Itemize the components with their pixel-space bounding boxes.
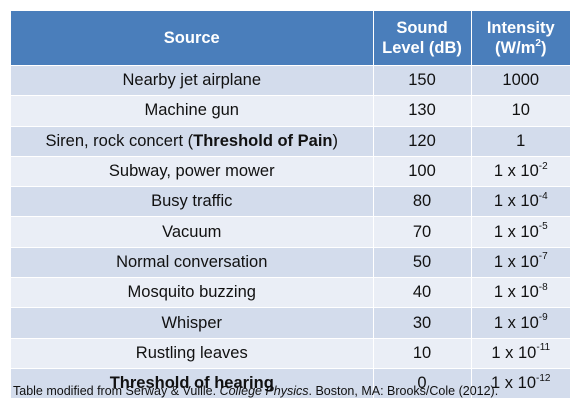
cell-source: Normal conversation <box>11 246 374 278</box>
table-row: Nearby jet airplane 150 1000 <box>11 64 570 96</box>
header-intensity-unit: (W/m2) <box>495 37 547 57</box>
cell-level: 40 <box>373 277 472 308</box>
cell-source: Machine gun <box>11 95 374 127</box>
cell-intensity: 1 x 10-12 <box>471 367 570 399</box>
cell-intensity: 10 <box>471 95 570 127</box>
cell-source: Nearby jet airplane <box>11 64 374 96</box>
cell-intensity: 1 x 10-11 <box>471 337 570 369</box>
cell-level: 80 <box>373 186 472 217</box>
cell-level: 130 <box>373 95 472 127</box>
sound-intensity-table: Source Sound Level (dB) Intensity (W/m2)… <box>11 11 570 399</box>
header-sound-level-line1: Sound <box>396 19 448 37</box>
table-row: Mosquito buzzing 40 1 x 10-8 <box>11 277 570 308</box>
cell-level: 0 <box>373 367 472 399</box>
cell-level: 100 <box>373 155 472 187</box>
cell-source: Rustling leaves <box>11 337 374 369</box>
cell-intensity: 1 x 10-2 <box>471 155 570 187</box>
table-row: Threshold of hearing 0 1 x 10-12 <box>11 367 570 399</box>
cell-source: Busy traffic <box>11 186 374 217</box>
cell-level: 70 <box>373 216 472 248</box>
header-sound-level-line2: Level (dB) <box>382 39 462 57</box>
cell-intensity: 1 x 10-5 <box>471 216 570 248</box>
header-intensity: Intensity (W/m2) <box>471 11 570 66</box>
cell-source: Subway, power mower <box>11 155 374 187</box>
table-row: Siren, rock concert (Threshold of Pain) … <box>11 125 570 157</box>
cell-intensity: 1 x 10-7 <box>471 246 570 278</box>
cell-source: Vacuum <box>11 216 374 248</box>
table-caption: Table modified from Serway & Vuille. Col… <box>13 384 499 398</box>
cell-intensity: 1 x 10-9 <box>471 307 570 339</box>
cell-source: Siren, rock concert (Threshold of Pain) <box>11 125 374 157</box>
cell-intensity: 1 <box>471 125 570 157</box>
table-row: Vacuum 70 1 x 10-5 <box>11 216 570 248</box>
caption-book-title: College Physics <box>219 384 309 398</box>
table-row: Normal conversation 50 1 x 10-7 <box>11 246 570 278</box>
cell-level: 50 <box>373 246 472 278</box>
table-row: Busy traffic 80 1 x 10-4 <box>11 186 570 217</box>
cell-source: Mosquito buzzing <box>11 277 374 308</box>
table-row: Whisper 30 1 x 10-9 <box>11 307 570 339</box>
table-header-row: Source Sound Level (dB) Intensity (W/m2) <box>11 11 570 66</box>
threshold-of-pain-label: Threshold of Pain <box>193 131 333 150</box>
table-row: Machine gun 130 10 <box>11 95 570 127</box>
cell-intensity: 1 x 10-8 <box>471 277 570 308</box>
cell-level: 120 <box>373 125 472 157</box>
header-intensity-line1: Intensity <box>486 19 555 37</box>
cell-source: Whisper <box>11 307 374 339</box>
header-sound-level: Sound Level (dB) <box>373 11 472 66</box>
cell-level: 10 <box>373 337 472 369</box>
cell-intensity: 1000 <box>471 64 570 96</box>
header-source: Source <box>11 11 374 66</box>
sound-intensity-table-container: Source Sound Level (dB) Intensity (W/m2)… <box>11 11 570 399</box>
cell-source: Threshold of hearing <box>11 367 374 399</box>
cell-level: 30 <box>373 307 472 339</box>
table-row: Rustling leaves 10 1 x 10-11 <box>11 337 570 369</box>
cell-level: 150 <box>373 64 472 96</box>
cell-intensity: 1 x 10-4 <box>471 186 570 217</box>
table-row: Subway, power mower 100 1 x 10-2 <box>11 155 570 187</box>
